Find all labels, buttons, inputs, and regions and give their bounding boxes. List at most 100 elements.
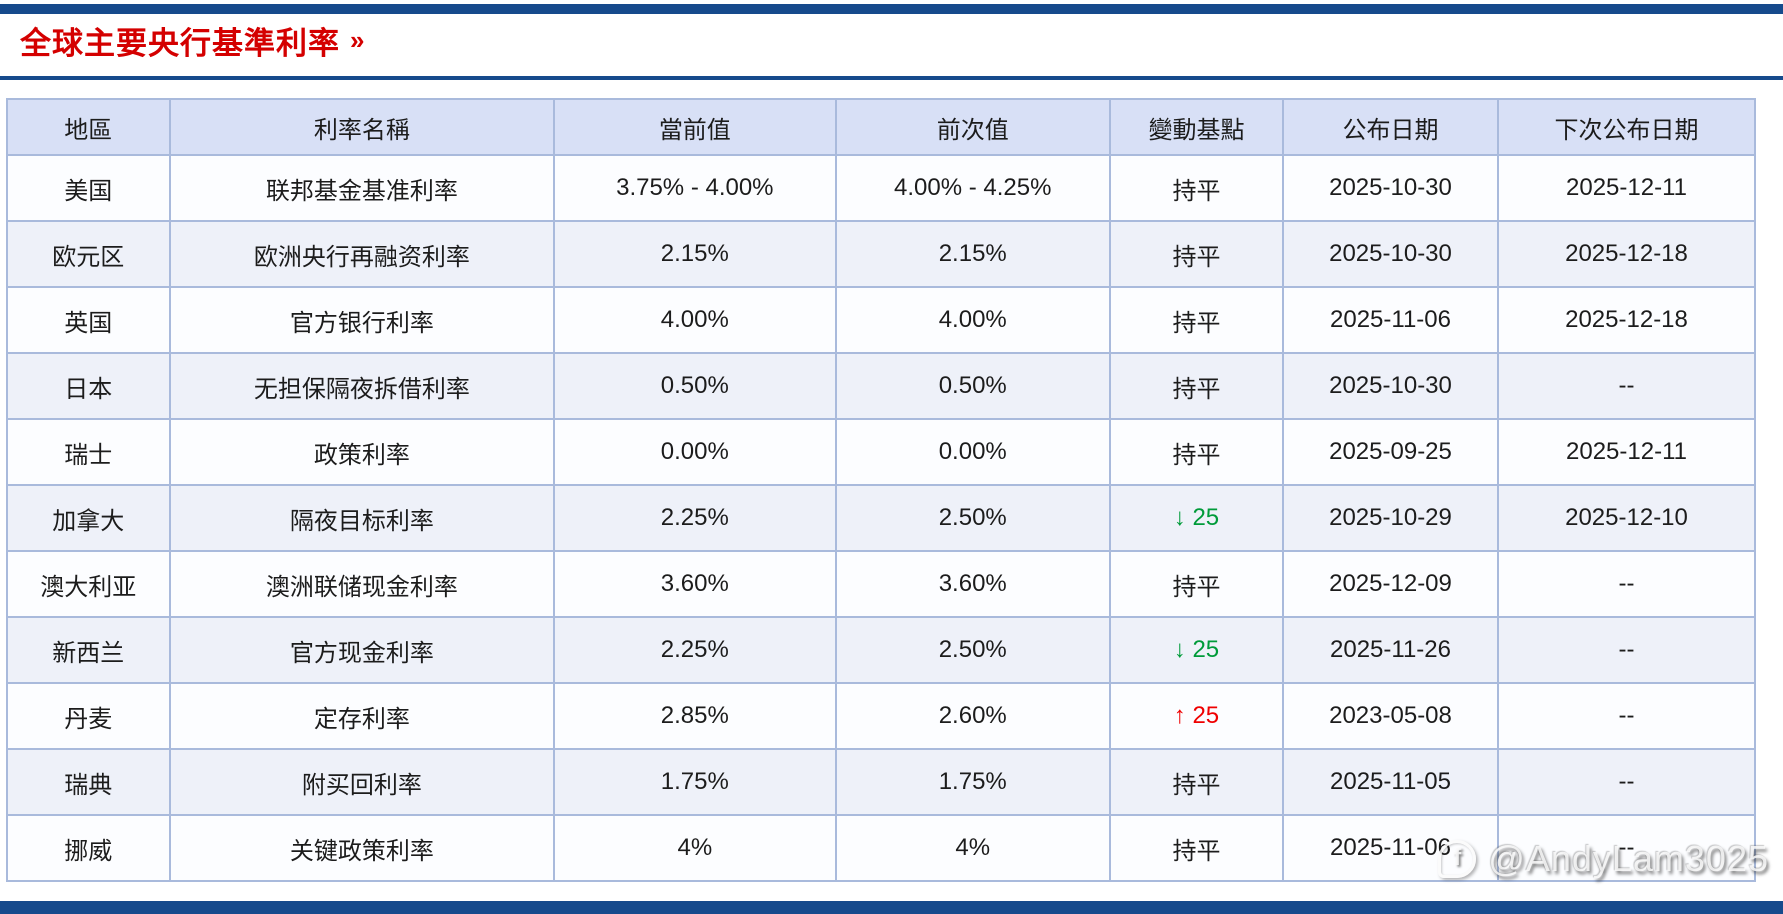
cell-next-publish-date: 2025-12-18 <box>1497 220 1756 288</box>
cell-next-publish-date: 2025-12-18 <box>1497 286 1756 354</box>
cell-publish-date: 2025-11-06 <box>1282 814 1499 882</box>
cell-region: 澳大利亚 <box>6 550 171 618</box>
cell-next-publish-date: -- <box>1497 616 1756 684</box>
cell-change-bps: 持平 <box>1108 748 1285 816</box>
cell-previous-value: 2.15% <box>834 220 1111 288</box>
cell-previous-value: 0.50% <box>834 352 1111 420</box>
table-row: 欧元区 欧洲央行再融资利率 2.15% 2.15% 持平 2025-10-30 … <box>6 220 1756 288</box>
cell-region: 丹麦 <box>6 682 171 750</box>
header-change-bps: 變動基點 <box>1108 98 1285 156</box>
cell-change-bps: ↓ 25 <box>1108 616 1285 684</box>
cell-rate-name: 政策利率 <box>168 418 556 486</box>
cell-publish-date: 2025-10-29 <box>1282 484 1499 552</box>
cell-change-bps: 持平 <box>1108 418 1285 486</box>
title-divider <box>0 76 1783 80</box>
cell-previous-value: 0.00% <box>834 418 1111 486</box>
cell-region: 瑞士 <box>6 418 171 486</box>
cell-next-publish-date: -- <box>1497 352 1756 420</box>
cell-rate-name: 定存利率 <box>168 682 556 750</box>
bottom-bar <box>0 901 1783 914</box>
cell-publish-date: 2025-10-30 <box>1282 352 1499 420</box>
cell-region: 瑞典 <box>6 748 171 816</box>
table-row: 加拿大 隔夜目标利率 2.25% 2.50% ↓ 25 2025-10-29 2… <box>6 484 1756 552</box>
cell-previous-value: 1.75% <box>834 748 1111 816</box>
table-row: 美国 联邦基金基准利率 3.75% - 4.00% 4.00% - 4.25% … <box>6 154 1756 222</box>
cell-next-publish-date: -- <box>1497 550 1756 618</box>
cell-current-value: 3.60% <box>553 550 837 618</box>
cell-rate-name: 欧洲央行再融资利率 <box>168 220 556 288</box>
cell-publish-date: 2023-05-08 <box>1282 682 1499 750</box>
more-link-arrow-icon[interactable]: » <box>350 24 365 55</box>
cell-previous-value: 4.00% <box>834 286 1111 354</box>
cell-rate-name: 联邦基金基准利率 <box>168 154 556 222</box>
cell-publish-date: 2025-09-25 <box>1282 418 1499 486</box>
cell-change-bps: ↑ 25 <box>1108 682 1285 750</box>
page-title[interactable]: 全球主要央行基準利率 <box>20 25 340 61</box>
cell-rate-name: 关键政策利率 <box>168 814 556 882</box>
cell-change-bps: 持平 <box>1108 550 1285 618</box>
header-rate-name: 利率名稱 <box>168 98 556 156</box>
cell-previous-value: 2.50% <box>834 616 1111 684</box>
cell-publish-date: 2025-10-30 <box>1282 220 1499 288</box>
cell-current-value: 2.85% <box>553 682 837 750</box>
table-row: 新西兰 官方现金利率 2.25% 2.50% ↓ 25 2025-11-26 -… <box>6 616 1756 684</box>
table-row: 瑞士 政策利率 0.00% 0.00% 持平 2025-09-25 2025-1… <box>6 418 1756 486</box>
header-previous-value: 前次值 <box>834 98 1111 156</box>
table-row: 丹麦 定存利率 2.85% 2.60% ↑ 25 2023-05-08 -- <box>6 682 1756 750</box>
header-publish-date: 公布日期 <box>1282 98 1499 156</box>
cell-rate-name: 无担保隔夜拆借利率 <box>168 352 556 420</box>
cell-current-value: 2.25% <box>553 484 837 552</box>
cell-region: 美国 <box>6 154 171 222</box>
cell-publish-date: 2025-11-05 <box>1282 748 1499 816</box>
cell-previous-value: 4.00% - 4.25% <box>834 154 1111 222</box>
cell-current-value: 0.00% <box>553 418 837 486</box>
section-header: 全球主要央行基準利率 » <box>20 18 364 62</box>
table-row: 瑞典 附买回利率 1.75% 1.75% 持平 2025-11-05 -- <box>6 748 1756 816</box>
cell-change-bps: 持平 <box>1108 220 1285 288</box>
cell-region: 挪威 <box>6 814 171 882</box>
cell-region: 日本 <box>6 352 171 420</box>
cell-current-value: 4.00% <box>553 286 837 354</box>
cell-rate-name: 官方现金利率 <box>168 616 556 684</box>
table-row: 挪威 关键政策利率 4% 4% 持平 2025-11-06 -- <box>6 814 1756 882</box>
cell-region: 加拿大 <box>6 484 171 552</box>
central-bank-rates-table: 地區 利率名稱 當前值 前次值 變動基點 公布日期 下次公布日期 美国 联邦基金… <box>6 98 1756 882</box>
cell-publish-date: 2025-11-26 <box>1282 616 1499 684</box>
cell-previous-value: 3.60% <box>834 550 1111 618</box>
header-next-publish-date: 下次公布日期 <box>1497 98 1756 156</box>
cell-rate-name: 官方银行利率 <box>168 286 556 354</box>
cell-next-publish-date: -- <box>1497 682 1756 750</box>
header-current-value: 當前值 <box>553 98 837 156</box>
cell-next-publish-date: 2025-12-11 <box>1497 154 1756 222</box>
cell-next-publish-date: 2025-12-10 <box>1497 484 1756 552</box>
cell-publish-date: 2025-12-09 <box>1282 550 1499 618</box>
cell-next-publish-date: -- <box>1497 748 1756 816</box>
table-header-row: 地區 利率名稱 當前值 前次值 變動基點 公布日期 下次公布日期 <box>6 98 1756 156</box>
cell-region: 英国 <box>6 286 171 354</box>
cell-current-value: 2.15% <box>553 220 837 288</box>
cell-publish-date: 2025-10-30 <box>1282 154 1499 222</box>
cell-next-publish-date: 2025-12-11 <box>1497 418 1756 486</box>
cell-next-publish-date: -- <box>1497 814 1756 882</box>
cell-current-value: 3.75% - 4.00% <box>553 154 837 222</box>
cell-change-bps: ↓ 25 <box>1108 484 1285 552</box>
cell-rate-name: 隔夜目标利率 <box>168 484 556 552</box>
cell-previous-value: 4% <box>834 814 1111 882</box>
top-nav-bar <box>0 4 1783 14</box>
cell-region: 欧元区 <box>6 220 171 288</box>
table-row: 英国 官方银行利率 4.00% 4.00% 持平 2025-11-06 2025… <box>6 286 1756 354</box>
cell-current-value: 4% <box>553 814 837 882</box>
cell-previous-value: 2.60% <box>834 682 1111 750</box>
cell-change-bps: 持平 <box>1108 814 1285 882</box>
cell-change-bps: 持平 <box>1108 286 1285 354</box>
table-row: 澳大利亚 澳洲联储现金利率 3.60% 3.60% 持平 2025-12-09 … <box>6 550 1756 618</box>
cell-current-value: 2.25% <box>553 616 837 684</box>
cell-rate-name: 附买回利率 <box>168 748 556 816</box>
cell-change-bps: 持平 <box>1108 154 1285 222</box>
cell-previous-value: 2.50% <box>834 484 1111 552</box>
table-row: 日本 无担保隔夜拆借利率 0.50% 0.50% 持平 2025-10-30 -… <box>6 352 1756 420</box>
cell-region: 新西兰 <box>6 616 171 684</box>
cell-rate-name: 澳洲联储现金利率 <box>168 550 556 618</box>
cell-change-bps: 持平 <box>1108 352 1285 420</box>
cell-current-value: 0.50% <box>553 352 837 420</box>
